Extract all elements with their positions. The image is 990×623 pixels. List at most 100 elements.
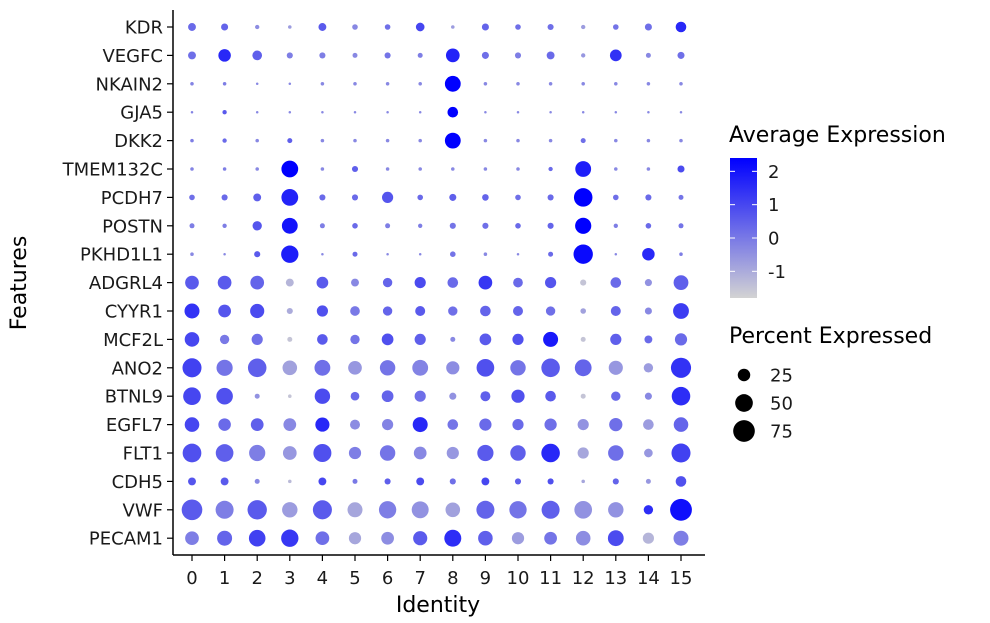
dot-flt1-cluster-11 (541, 443, 560, 463)
y-tick-label: BTNL9 (105, 387, 163, 408)
dot-egfl7-cluster-0 (184, 417, 200, 432)
dot-postn-cluster-12 (575, 217, 592, 234)
dot-pcdh7-cluster-7 (417, 194, 424, 201)
dot-cyyr1-cluster-15 (673, 303, 689, 319)
dot-cyyr1-cluster-6 (382, 306, 393, 316)
dot-pcdh7-cluster-9 (482, 194, 489, 201)
dot-tmem132c-cluster-0 (190, 167, 194, 171)
dot-vegfc-cluster-9 (481, 51, 489, 59)
dot-pkhd1l1-cluster-12 (573, 244, 593, 264)
dot-pcdh7-cluster-0 (189, 194, 195, 201)
dot-egfl7-cluster-2 (250, 418, 264, 431)
dot-vwf-cluster-7 (411, 501, 429, 519)
dot-adgrl4-cluster-14 (644, 279, 652, 287)
dot-pcdh7-cluster-14 (645, 194, 652, 201)
dot-vwf-cluster-13 (608, 502, 624, 518)
dot-ano2-cluster-12 (574, 359, 592, 377)
dot-cdh5-cluster-7 (416, 477, 425, 486)
dot-nkain2-cluster-4 (320, 82, 325, 86)
dot-dkk2-cluster-15 (679, 138, 683, 143)
dot-egfl7-cluster-13 (609, 417, 623, 432)
dot-pkhd1l1-cluster-15 (679, 252, 683, 256)
dot-ano2-cluster-4 (314, 359, 331, 376)
dot-dkk2-cluster-9 (483, 138, 488, 143)
dot-vegfc-cluster-8 (445, 48, 460, 63)
y-tick-label: POSTN (102, 216, 163, 237)
dot-btnl9-cluster-2 (254, 393, 260, 399)
size-legend-label: 50 (770, 394, 793, 415)
dot-pecam1-cluster-1 (217, 530, 233, 546)
dot-nkain2-cluster-2 (255, 82, 259, 86)
dot-kdr-cluster-12 (581, 24, 586, 30)
dot-cdh5-cluster-0 (188, 477, 196, 486)
dot-kdr-cluster-11 (547, 23, 554, 31)
dot-vwf-cluster-11 (541, 500, 560, 519)
dot-flt1-cluster-13 (608, 445, 624, 461)
dot-dkk2-cluster-6 (385, 138, 390, 143)
dot-nkain2-cluster-13 (614, 82, 618, 86)
dot-cyyr1-cluster-1 (218, 304, 231, 318)
dot-btnl9-cluster-1 (216, 387, 233, 405)
dot-vwf-cluster-14 (643, 505, 654, 515)
dot-ano2-cluster-6 (379, 360, 396, 376)
dot-vwf-cluster-2 (247, 500, 267, 520)
dot-kdr-cluster-8 (451, 25, 455, 29)
dot-pecam1-cluster-7 (413, 531, 428, 546)
dot-pecam1-cluster-4 (315, 531, 330, 546)
dot-kdr-cluster-1 (221, 23, 229, 31)
dot-pecam1-cluster-8 (444, 529, 462, 547)
x-tick-label: 2 (251, 568, 262, 589)
dot-cdh5-cluster-8 (449, 478, 456, 485)
dot-vegfc-cluster-12 (581, 53, 586, 58)
dot-flt1-cluster-4 (313, 443, 332, 463)
dot-egfl7-cluster-11 (544, 418, 557, 431)
dot-mcf2l-cluster-14 (644, 335, 653, 344)
y-tick-label: PECAM1 (89, 529, 163, 550)
dot-kdr-cluster-13 (613, 24, 619, 30)
dot-adgrl4-cluster-0 (185, 275, 199, 290)
dot-gja5-cluster-10 (516, 110, 520, 114)
dot-adgrl4-cluster-13 (610, 277, 622, 288)
y-tick-label: ADGRL4 (89, 273, 163, 294)
dot-cdh5-cluster-13 (612, 478, 619, 485)
dot-egfl7-cluster-8 (447, 419, 459, 430)
dot-vegfc-cluster-3 (286, 52, 293, 59)
dot-egfl7-cluster-14 (643, 419, 654, 430)
dot-vwf-cluster-9 (476, 500, 495, 519)
dot-cyyr1-cluster-8 (448, 306, 458, 316)
dot-pcdh7-cluster-4 (319, 194, 326, 201)
dot-postn-cluster-0 (189, 223, 195, 229)
y-tick-label: GJA5 (120, 103, 163, 124)
y-tick-label: MCF2L (103, 330, 163, 351)
dot-dkk2-cluster-4 (320, 138, 325, 143)
dot-ano2-cluster-2 (247, 358, 267, 378)
dot-mcf2l-cluster-6 (381, 333, 394, 346)
dot-dkk2-cluster-10 (516, 138, 520, 143)
dot-flt1-cluster-10 (510, 445, 526, 461)
dot-postn-cluster-14 (645, 223, 652, 229)
dot-kdr-cluster-7 (415, 22, 425, 32)
dot-pcdh7-cluster-6 (382, 191, 394, 203)
dot-vwf-cluster-8 (445, 502, 461, 518)
dot-postn-cluster-15 (678, 223, 684, 229)
dot-egfl7-cluster-4 (315, 417, 330, 432)
dot-gja5-cluster-4 (321, 110, 324, 114)
dot-adgrl4-cluster-1 (217, 275, 232, 290)
dot-adgrl4-cluster-8 (447, 277, 459, 288)
dot-cdh5-cluster-2 (254, 478, 260, 484)
dot-pkhd1l1-cluster-2 (254, 251, 261, 258)
dot-mcf2l-cluster-15 (674, 333, 688, 346)
dot-cyyr1-cluster-10 (513, 306, 523, 316)
dot-egfl7-cluster-1 (218, 418, 231, 431)
dot-kdr-cluster-4 (318, 23, 327, 31)
color-legend: Average Expression 2 1 0 -1 (729, 123, 946, 298)
y-tick-label: ANO2 (112, 358, 163, 379)
dot-vegfc-cluster-0 (188, 51, 196, 60)
dot-adgrl4-cluster-15 (673, 275, 689, 290)
dot-ano2-cluster-14 (643, 363, 654, 373)
dot-btnl9-cluster-14 (644, 392, 652, 400)
dot-postn-cluster-13 (613, 223, 618, 228)
dot-tmem132c-cluster-15 (677, 165, 685, 173)
dot-gja5-cluster-6 (386, 110, 389, 114)
